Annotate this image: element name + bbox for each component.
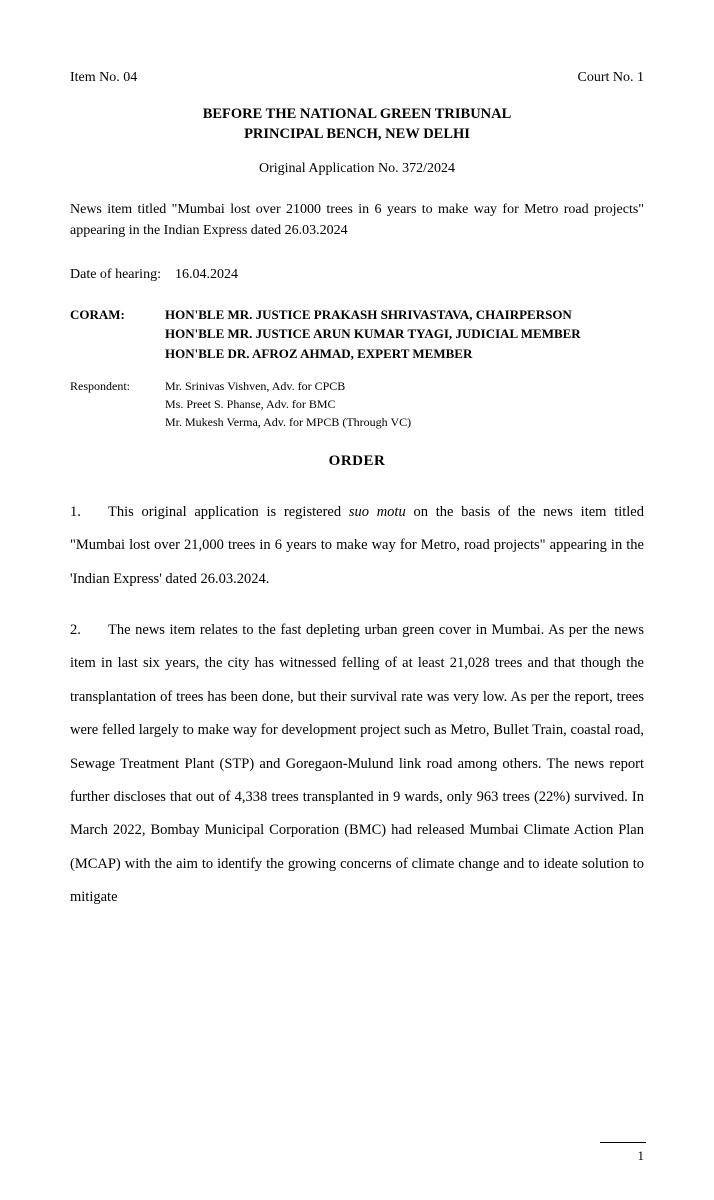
para2-text: The news item relates to the fast deplet… (70, 622, 644, 905)
para1-text-a: This original application is registered (108, 504, 349, 520)
header-row: Item No. 04 Court No. 1 (70, 70, 644, 86)
case-number: Original Application No. 372/2024 (70, 161, 644, 177)
para-number-1: 1. (70, 496, 108, 529)
para1-italic: suo motu (349, 504, 406, 520)
hearing-date: 16.04.2024 (175, 267, 238, 282)
tribunal-heading: BEFORE THE NATIONAL GREEN TRIBUNAL PRINC… (70, 104, 644, 145)
coram-member-1: HON'BLE MR. JUSTICE PRAKASH SHRIVASTAVA,… (165, 305, 644, 325)
order-para-2: 2.The news item relates to the fast depl… (70, 614, 644, 914)
respondent-adv-3: Mr. Mukesh Verma, Adv. for MPCB (Through… (165, 413, 644, 431)
hearing-date-row: Date of hearing: 16.04.2024 (70, 267, 644, 283)
coram-member-3: HON'BLE DR. AFROZ AHMAD, EXPERT MEMBER (165, 344, 644, 364)
page-number: 1 (638, 1148, 645, 1164)
respondent-list: Mr. Srinivas Vishven, Adv. for CPCB Ms. … (165, 377, 644, 431)
coram-block: CORAM: HON'BLE MR. JUSTICE PRAKASH SHRIV… (70, 305, 644, 364)
tribunal-line1: BEFORE THE NATIONAL GREEN TRIBUNAL (70, 104, 644, 124)
respondent-block: Respondent: Mr. Srinivas Vishven, Adv. f… (70, 377, 644, 431)
respondent-adv-2: Ms. Preet S. Phanse, Adv. for BMC (165, 395, 644, 413)
hearing-label: Date of hearing: (70, 267, 161, 282)
tribunal-line2: PRINCIPAL BENCH, NEW DELHI (70, 124, 644, 144)
para-number-2: 2. (70, 614, 108, 647)
coram-label: CORAM: (70, 305, 165, 364)
respondent-adv-1: Mr. Srinivas Vishven, Adv. for CPCB (165, 377, 644, 395)
coram-member-2: HON'BLE MR. JUSTICE ARUN KUMAR TYAGI, JU… (165, 324, 644, 344)
order-para-1: 1.This original application is registere… (70, 496, 644, 596)
respondent-label: Respondent: (70, 377, 165, 431)
order-heading: ORDER (70, 453, 644, 470)
coram-members: HON'BLE MR. JUSTICE PRAKASH SHRIVASTAVA,… (165, 305, 644, 364)
item-number: Item No. 04 (70, 70, 137, 86)
court-number: Court No. 1 (578, 70, 645, 86)
news-item-title: News item titled "Mumbai lost over 21000… (70, 199, 644, 241)
